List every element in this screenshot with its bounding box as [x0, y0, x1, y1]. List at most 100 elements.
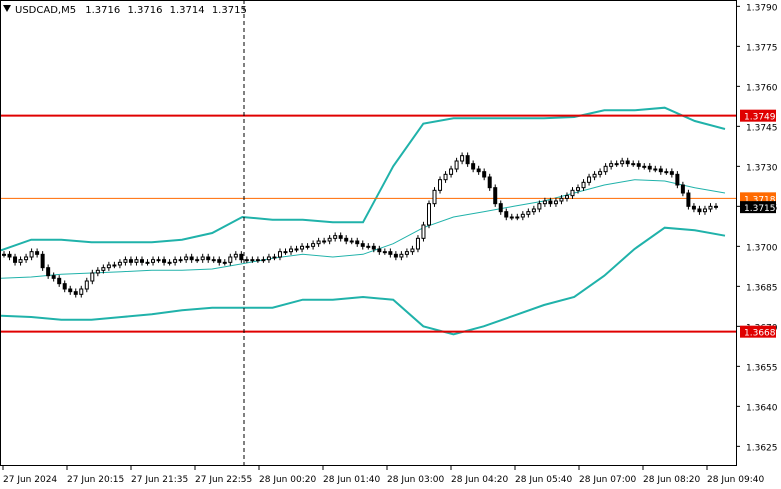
- x-tick-label: 28 Jun 01:40: [323, 475, 380, 485]
- candle-body: [184, 256, 189, 261]
- candle-body: [255, 259, 260, 262]
- plot-frame: [0, 0, 737, 466]
- candle-body: [404, 251, 409, 255]
- candle-body: [2, 253, 6, 256]
- candle-body: [526, 211, 531, 215]
- bollinger-middle-band: [0, 179, 726, 279]
- candle-body: [338, 235, 343, 239]
- candle-body: [443, 173, 448, 181]
- candle-body: [460, 155, 465, 162]
- y-tick-label: 1.3685: [746, 283, 778, 293]
- x-tick-label: 28 Jun 09:40: [707, 475, 764, 485]
- candle-body: [283, 251, 288, 254]
- candle-body: [531, 208, 536, 213]
- candle-body: [62, 283, 67, 290]
- time-axis: 27 Jun 2024 27 Jun 20:15 27 Jun 21:35 27 Ju…: [2, 465, 764, 485]
- price-tag-label: 1.3749: [744, 113, 776, 123]
- candle-body: [631, 163, 636, 166]
- candle-body: [371, 245, 376, 250]
- x-tick-label: 28 Jun 00:20: [259, 475, 316, 485]
- candle-body: [95, 269, 100, 274]
- price-tag-bg: [740, 201, 776, 214]
- x-tick-label: 28 Jun 07:00: [579, 475, 636, 485]
- candle-body: [277, 251, 282, 258]
- candle-body: [559, 197, 564, 202]
- candle-body: [272, 256, 277, 259]
- bollinger-bands: [0, 106, 726, 336]
- candle-body: [112, 264, 117, 267]
- y-tick-label: 1.3700: [746, 243, 778, 253]
- price-tag-label: 1.3668: [744, 329, 776, 339]
- x-tick-label: 27 Jun 21:35: [131, 475, 188, 485]
- candle-body: [415, 237, 420, 250]
- candle-body: [708, 205, 713, 210]
- price-tag-bg: [740, 109, 776, 122]
- candle-body: [311, 243, 316, 247]
- candle-body: [134, 259, 139, 263]
- candle-body: [250, 259, 255, 262]
- candle-body: [167, 261, 172, 264]
- candle-body: [300, 245, 305, 250]
- candle-body: [244, 259, 249, 262]
- candle-body: [504, 211, 509, 218]
- triangle-down-icon[interactable]: [3, 5, 11, 12]
- y-tick-label: 1.3760: [746, 83, 778, 93]
- candle-body: [173, 259, 178, 263]
- candle-body: [90, 272, 95, 282]
- candle-body: [360, 243, 365, 247]
- candle-body: [206, 256, 211, 261]
- candle-body: [162, 259, 167, 263]
- price-tag-label: 1.3715: [744, 204, 776, 214]
- candle-body: [24, 256, 29, 261]
- x-tick-label: 27 Jun 22:55: [195, 475, 252, 485]
- candle-body: [426, 203, 431, 226]
- candle-body: [432, 189, 437, 205]
- candle-body: [322, 240, 327, 243]
- candle-body: [305, 245, 310, 248]
- candle-body: [576, 187, 581, 191]
- candle-body: [714, 205, 718, 208]
- candle-body: [553, 200, 558, 205]
- candle-body: [686, 192, 691, 207]
- candle-body: [211, 259, 216, 262]
- candle-body: [13, 256, 18, 263]
- ohlc-high: 1.3716: [127, 5, 162, 16]
- svg-text:USDCAD,M5 1.3716 1: USDCAD,M5 1.3716 1.3716 1.3714 1.3715: [15, 5, 247, 16]
- candle-body: [702, 208, 707, 213]
- candle-body: [178, 259, 183, 262]
- candle-body: [151, 259, 156, 263]
- horizontal-levels: [1, 114, 736, 333]
- x-tick-label: 27 Jun 2024: [3, 475, 57, 485]
- candle-body: [123, 259, 128, 263]
- candle-body: [680, 184, 685, 194]
- candle-body: [642, 165, 647, 168]
- candle-body: [73, 291, 78, 295]
- price-tag-bg: [740, 325, 776, 338]
- candle-body: [664, 171, 669, 174]
- candle-body: [200, 256, 205, 261]
- candle-body: [106, 264, 111, 269]
- candle-body: [266, 256, 271, 261]
- candle-body: [675, 173, 680, 186]
- candle-body: [542, 200, 547, 205]
- ohlc-low: 1.3714: [170, 5, 205, 16]
- y-tick-label: 1.3640: [746, 403, 778, 413]
- candle-body: [377, 248, 382, 253]
- candle-body: [476, 168, 481, 173]
- candle-body: [471, 163, 476, 170]
- candle-body: [548, 200, 553, 205]
- candle-body: [117, 261, 122, 266]
- candle-body: [366, 245, 371, 248]
- ohlc-close: 1.3715: [212, 5, 247, 16]
- candle-body: [261, 259, 266, 262]
- candle-body: [598, 171, 603, 175]
- candle-body: [228, 256, 233, 263]
- candle-body: [29, 251, 34, 258]
- candle-body: [614, 163, 619, 166]
- candle-body: [344, 237, 349, 242]
- candle-body: [697, 208, 702, 213]
- candle-body: [35, 251, 40, 255]
- y-tick-label: 1.3730: [746, 163, 778, 173]
